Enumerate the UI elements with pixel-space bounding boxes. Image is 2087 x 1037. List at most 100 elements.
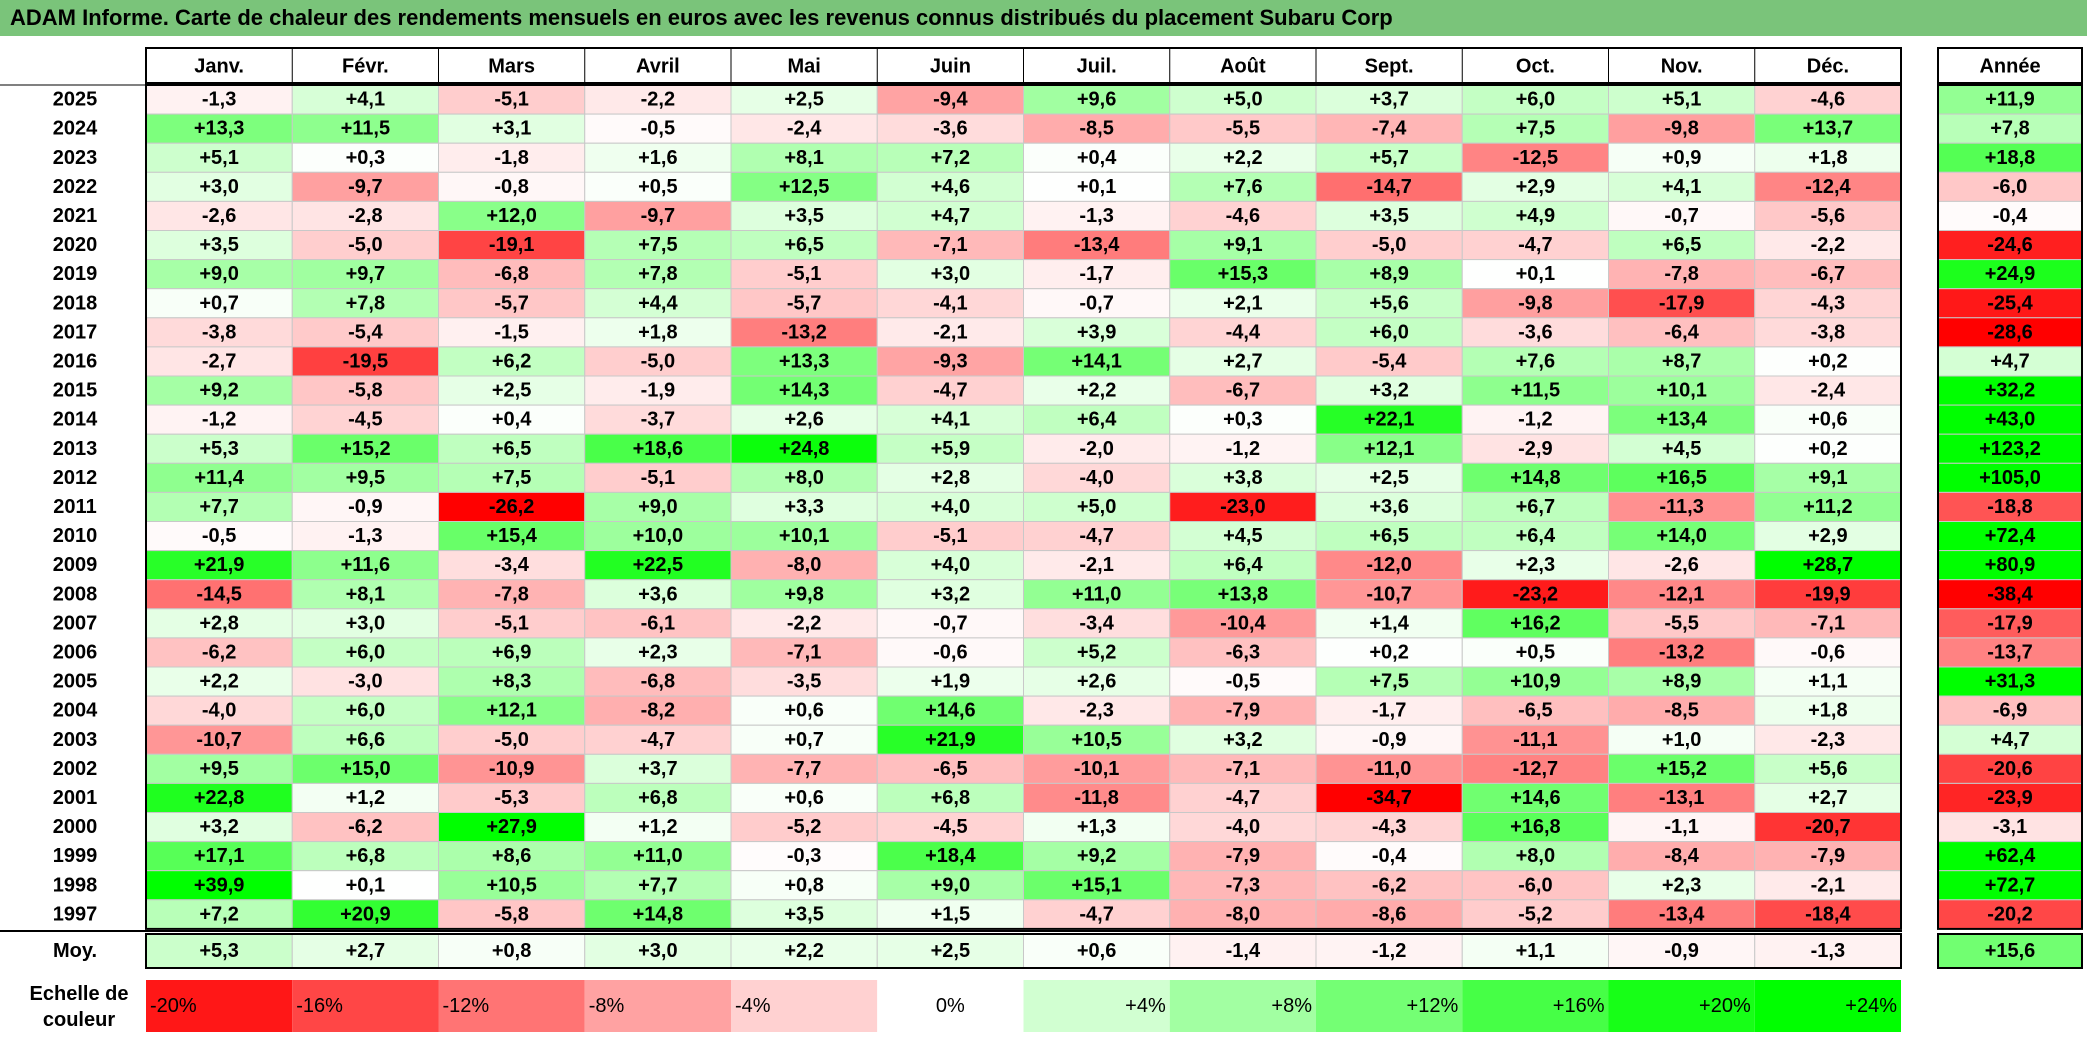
cell-value: -6,0	[1518, 874, 1552, 896]
average-value: +0,6	[1077, 940, 1116, 962]
cell-value: +22,8	[194, 787, 245, 809]
heatmap-cell	[291, 841, 439, 872]
year-label: 2016	[53, 350, 98, 372]
annual-value: -20,6	[1987, 758, 2033, 780]
cell-value: -34,7	[1366, 787, 1412, 809]
heatmap-cell	[1754, 404, 1902, 435]
cell-value: -5,0	[494, 729, 528, 751]
scale-swatch	[1316, 980, 1463, 1032]
cell-value: -0,7	[1664, 205, 1698, 227]
heatmap-cell	[1461, 404, 1609, 435]
heatmap-cell	[1315, 113, 1463, 144]
cell-value: -7,8	[494, 583, 528, 605]
cell-value: -8,6	[1372, 903, 1406, 925]
annual-cell	[1937, 782, 2083, 814]
cell-value: +2,2	[1077, 380, 1116, 402]
cell-value: +8,0	[784, 467, 823, 489]
cell-value: +0,6	[1808, 409, 1847, 431]
cell-value: +8,0	[1516, 845, 1555, 867]
cell-value: -6,2	[348, 816, 382, 838]
heatmap-cell	[438, 200, 586, 231]
cell-value: +6,0	[346, 700, 385, 722]
heatmap-cell	[876, 899, 1024, 930]
annual-cell	[1937, 637, 2083, 668]
annual-value: +80,9	[1985, 554, 2036, 576]
cell-value: +39,9	[194, 874, 245, 896]
cell-value: -7,3	[1226, 874, 1260, 896]
year-label: 2020	[53, 234, 98, 256]
scale-step-label: +4%	[1125, 995, 1166, 1017]
cell-value: +1,8	[638, 321, 677, 343]
page-title: ADAM Informe. Carte de chaleur des rende…	[0, 0, 2087, 36]
cell-value: +15,4	[486, 525, 537, 547]
cell-value: -5,2	[1518, 903, 1552, 925]
average-value: +2,2	[784, 940, 823, 962]
cell-value: -6,3	[1226, 641, 1260, 663]
cell-value: +0,1	[346, 874, 385, 896]
scale-swatch	[146, 980, 293, 1032]
heatmap-cell	[438, 637, 586, 668]
cell-value: -4,0	[1079, 467, 1113, 489]
cell-value: -12,4	[1805, 176, 1851, 198]
cell-value: +27,9	[486, 816, 537, 838]
cell-value: -1,1	[1664, 816, 1698, 838]
cell-value: -3,0	[348, 671, 382, 693]
annual-cell	[1937, 579, 2083, 610]
cell-value: -19,1	[489, 234, 535, 256]
heatmap-cell	[1608, 899, 1756, 930]
heatmap-cell	[145, 782, 293, 814]
cell-value: +14,8	[1510, 467, 1561, 489]
heatmap-cell	[1169, 753, 1317, 784]
cell-value: +6,5	[1369, 525, 1408, 547]
cell-value: +5,7	[1369, 147, 1408, 169]
cell-value: -14,5	[196, 583, 242, 605]
cell-value: +6,8	[638, 787, 677, 809]
cell-value: +2,6	[784, 409, 823, 431]
cell-value: -1,7	[1372, 700, 1406, 722]
cell-value: +2,3	[1516, 554, 1555, 576]
cell-value: -19,5	[343, 350, 389, 372]
cell-value: +11,6	[341, 554, 391, 576]
cell-value: -5,4	[348, 321, 383, 343]
year-label: 2001	[53, 787, 98, 809]
scale-step-label: +8%	[1271, 995, 1312, 1017]
heatmap-cell	[145, 666, 293, 697]
heatmap-cell	[1754, 637, 1902, 668]
cell-value: +6,4	[1077, 409, 1117, 431]
annual-value: -6,0	[1993, 176, 2027, 198]
heatmap-cell	[1023, 230, 1171, 261]
heatmap-cell	[1169, 230, 1317, 261]
heatmap-cell	[1461, 899, 1609, 930]
month-header-label: Nov.	[1661, 56, 1703, 78]
cell-value: -4,7	[1226, 787, 1260, 809]
cell-value: +2,7	[1223, 350, 1262, 372]
heatmap-cell	[438, 288, 586, 319]
cell-value: -1,2	[202, 409, 236, 431]
heatmap-cell	[1315, 666, 1463, 697]
annual-value: -13,7	[1987, 641, 2033, 663]
cell-value: +4,0	[931, 496, 970, 518]
scale-swatch	[1462, 980, 1609, 1032]
cell-value: +8,7	[1662, 350, 1701, 372]
cell-value: -5,5	[1664, 612, 1698, 634]
heatmap-cell	[438, 870, 586, 901]
cell-value: +2,9	[1808, 525, 1847, 547]
heatmap-cell	[1315, 695, 1463, 726]
heatmap-cell	[1754, 782, 1902, 814]
cell-value: -2,8	[348, 205, 382, 227]
heatmap-cell	[584, 841, 732, 872]
average-value: +0,8	[492, 940, 531, 962]
cell-value: -7,7	[787, 758, 821, 780]
annual-value: +62,4	[1985, 845, 2036, 867]
average-value: -1,4	[1226, 940, 1261, 962]
heatmap-cell	[1315, 521, 1463, 552]
cell-value: +9,5	[199, 758, 238, 780]
cell-value: -10,7	[1366, 583, 1412, 605]
cell-value: +21,9	[925, 729, 976, 751]
heatmap-cell	[1169, 433, 1317, 464]
cell-value: -6,5	[933, 758, 967, 780]
cell-value: +6,5	[492, 438, 531, 460]
cell-value: +9,2	[199, 380, 238, 402]
heatmap-cell	[876, 695, 1024, 726]
